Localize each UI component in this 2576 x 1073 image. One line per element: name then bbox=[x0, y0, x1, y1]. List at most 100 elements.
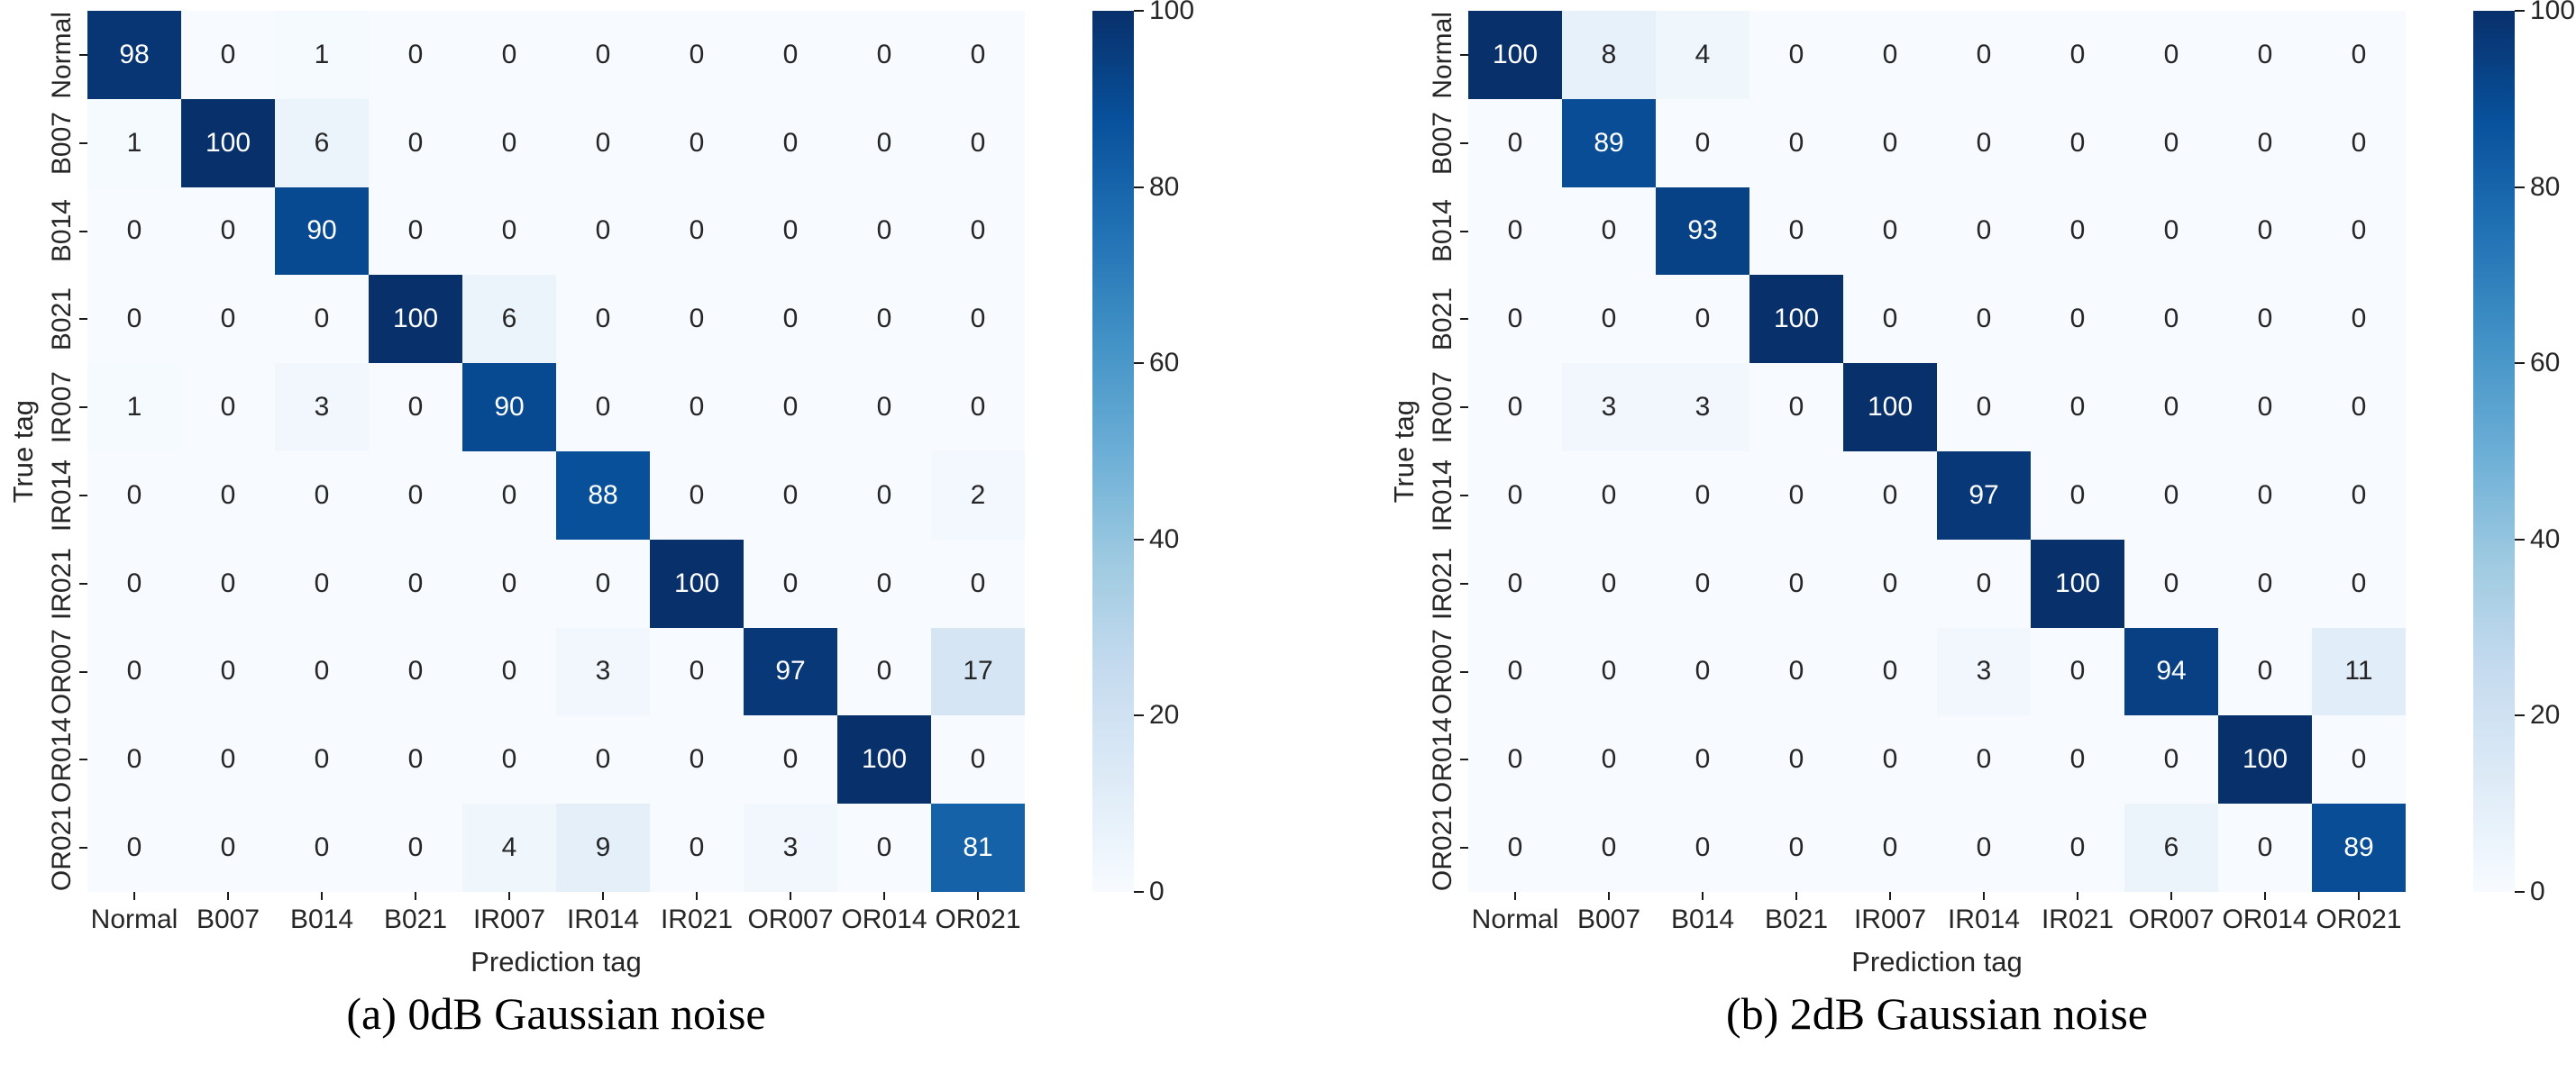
heatmap-cell: 0 bbox=[369, 627, 462, 716]
heatmap-cell: 0 bbox=[744, 98, 837, 187]
heatmap-cell: 0 bbox=[1468, 451, 1562, 540]
heatmap-cell: 0 bbox=[1749, 627, 1843, 716]
heatmap-cell: 1 bbox=[87, 363, 181, 451]
y-tick-label-text: IR014 bbox=[47, 459, 77, 532]
heatmap-cell: 0 bbox=[2124, 715, 2218, 805]
x-tick-mark bbox=[227, 892, 229, 900]
heatmap-cell: 0 bbox=[369, 186, 462, 276]
heatmap-cell: 0 bbox=[2124, 11, 2218, 99]
heatmap-cell: 0 bbox=[556, 98, 650, 187]
y-tick-label-text: IR007 bbox=[47, 371, 77, 444]
heatmap-cell: 0 bbox=[1656, 275, 1749, 364]
y-tick-label-text: B007 bbox=[1428, 111, 1457, 175]
heatmap-cell: 0 bbox=[837, 363, 931, 451]
heatmap-cell: 0 bbox=[1562, 186, 1656, 276]
heatmap-cell: 0 bbox=[2031, 627, 2124, 716]
heatmap-cell: 0 bbox=[837, 627, 931, 716]
x-tick-mark bbox=[1608, 892, 1610, 900]
heatmap-cell: 0 bbox=[87, 715, 181, 805]
heatmap-cell: 0 bbox=[275, 539, 369, 628]
y-tick-mark bbox=[79, 406, 87, 409]
heatmap-cell: 0 bbox=[181, 627, 275, 716]
heatmap-cell: 3 bbox=[556, 627, 650, 716]
x-tick-mark bbox=[696, 892, 698, 900]
x-tick-mark bbox=[1795, 892, 1797, 900]
y-tick-mark bbox=[79, 759, 87, 761]
x-tick-mark bbox=[508, 892, 510, 900]
y-tick-label: OR021 bbox=[40, 804, 79, 892]
x-axis-title: Prediction tag bbox=[470, 946, 642, 978]
y-tick-mark bbox=[1460, 582, 1468, 585]
heatmap-cell: 0 bbox=[369, 451, 462, 540]
heatmap-cell: 0 bbox=[87, 275, 181, 364]
heatmap-cell: 0 bbox=[931, 715, 1025, 805]
heatmap-cell: 98 bbox=[87, 11, 181, 99]
x-tick-label: IR007 bbox=[1853, 905, 1927, 934]
y-tick-mark bbox=[1460, 141, 1468, 144]
y-tick-label-text: IR021 bbox=[1428, 547, 1457, 620]
heatmap-cell: 0 bbox=[1937, 11, 2031, 99]
colorbar-tick-label: 100 bbox=[2530, 0, 2576, 25]
heatmap-cell: 100 bbox=[837, 715, 931, 805]
heatmap-cell: 0 bbox=[1937, 98, 2031, 187]
heatmap-cell: 0 bbox=[2312, 539, 2406, 628]
y-tick-mark bbox=[1460, 847, 1468, 850]
heatmap-cell: 0 bbox=[1468, 627, 1562, 716]
heatmap-cell: 0 bbox=[931, 539, 1025, 628]
heatmap-cell: 0 bbox=[275, 275, 369, 364]
heatmap-cell: 0 bbox=[556, 539, 650, 628]
y-tick-label: B021 bbox=[1420, 275, 1460, 363]
y-tick-label-text: B021 bbox=[47, 287, 77, 351]
heatmap-cell: 100 bbox=[369, 275, 462, 364]
heatmap-cell: 0 bbox=[1937, 539, 2031, 628]
y-tick-mark bbox=[79, 670, 87, 673]
heatmap-cell: 0 bbox=[931, 363, 1025, 451]
y-tick-label-text: B014 bbox=[1428, 199, 1457, 263]
heatmap-cell: 100 bbox=[2031, 539, 2124, 628]
heatmap-cell: 4 bbox=[462, 804, 556, 892]
heatmap-cell: 0 bbox=[369, 11, 462, 99]
y-tick-mark bbox=[79, 847, 87, 850]
heatmap-cell: 0 bbox=[1749, 539, 1843, 628]
heatmap-cell: 0 bbox=[744, 363, 837, 451]
heatmap-cell: 0 bbox=[462, 186, 556, 276]
colorbar bbox=[1092, 11, 1134, 892]
heatmap-cell: 0 bbox=[1843, 539, 1937, 628]
heatmap-cell: 0 bbox=[369, 715, 462, 805]
heatmap-cell: 0 bbox=[1749, 804, 1843, 892]
heatmap-cell: 0 bbox=[462, 627, 556, 716]
y-tick-label-text: OR021 bbox=[1428, 805, 1457, 891]
colorbar-tick-mark bbox=[1134, 538, 1144, 541]
heatmap-cell: 0 bbox=[744, 715, 837, 805]
y-tick-mark bbox=[1460, 670, 1468, 673]
heatmap-cell: 0 bbox=[275, 451, 369, 540]
y-tick-label-text: OR014 bbox=[47, 716, 77, 803]
colorbar-tick-label: 0 bbox=[2530, 877, 2545, 906]
heatmap-cell: 0 bbox=[1656, 804, 1749, 892]
y-tick-mark bbox=[79, 494, 87, 496]
heatmap-cell: 0 bbox=[837, 98, 931, 187]
heatmap-cell: 0 bbox=[369, 804, 462, 892]
colorbar-tick-label: 20 bbox=[2530, 700, 2561, 731]
heatmap-cell: 0 bbox=[1749, 363, 1843, 451]
heatmap-cell: 0 bbox=[2312, 275, 2406, 364]
y-tick-label-text: Normal bbox=[47, 11, 77, 99]
colorbar-ticks: 0 20 40 60 80 100 bbox=[1134, 0, 1215, 906]
heatmap-cell: 0 bbox=[275, 627, 369, 716]
heatmap-cell: 0 bbox=[2218, 98, 2312, 187]
heatmap-cell: 0 bbox=[2218, 275, 2312, 364]
heatmap-cell: 0 bbox=[744, 539, 837, 628]
heatmap-cell: 0 bbox=[1468, 715, 1562, 805]
heatmap-cell: 1 bbox=[275, 11, 369, 99]
heatmap-cell: 0 bbox=[2312, 451, 2406, 540]
x-tick-label: B014 bbox=[1670, 905, 1735, 934]
heatmap-cell: 97 bbox=[744, 627, 837, 716]
x-tick-marks bbox=[1468, 892, 2406, 900]
heatmap-cell: 0 bbox=[650, 98, 744, 187]
heatmap-cell: 0 bbox=[1937, 715, 2031, 805]
heatmap-cell: 89 bbox=[1562, 98, 1656, 187]
heatmap-cell: 0 bbox=[1843, 11, 1937, 99]
x-tick-label: B014 bbox=[289, 905, 354, 934]
heatmap-cell: 0 bbox=[181, 275, 275, 364]
heatmap-cell: 8 bbox=[1562, 11, 1656, 99]
